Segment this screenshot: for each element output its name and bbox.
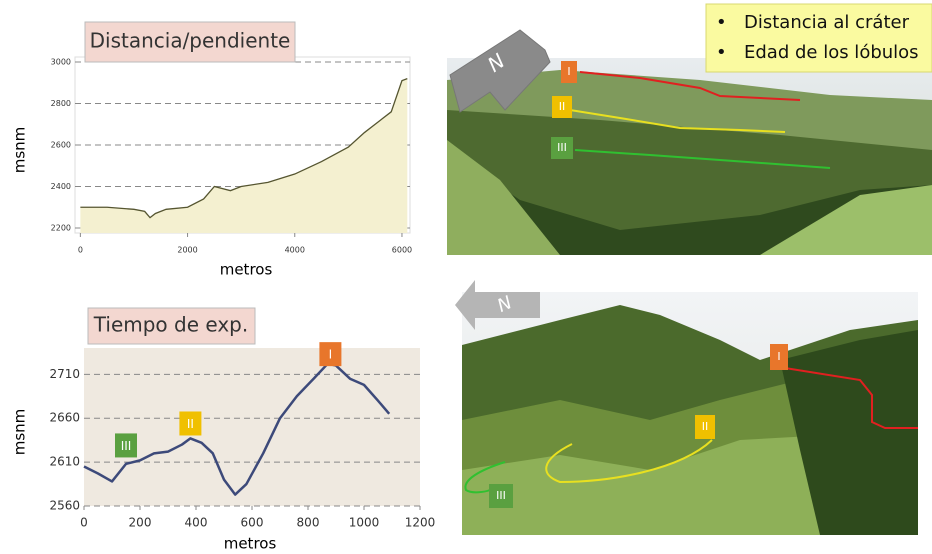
chart: 2560 2610 2660 2710 0 200 400 600 800 1000 1200	[49, 348, 435, 530]
y-axis-label: msnm	[11, 409, 29, 456]
y-axis-label: msnm	[11, 127, 29, 174]
bullet: Distancia al cráter	[744, 12, 910, 33]
x-tick-label: 6000	[392, 246, 412, 255]
x-axis-label: metros	[224, 535, 277, 553]
y-tick-label: 2200	[51, 224, 71, 233]
x-tick-label: 800	[297, 516, 320, 530]
svg-text:•: •	[716, 42, 727, 63]
y-tick-label: 2610	[49, 455, 80, 469]
y-tick-label: 3000	[51, 58, 71, 67]
y-tick-label: 2800	[51, 99, 71, 108]
photo	[462, 292, 918, 535]
x-tick-label: 600	[241, 516, 264, 530]
x-tick-label: 400	[185, 516, 208, 530]
y-tick-label: 2660	[49, 411, 80, 425]
annotation-label: III	[121, 439, 132, 453]
x-tick-label: 1000	[349, 516, 380, 530]
x-tick-label: 2000	[177, 246, 197, 255]
chart-title: Tiempo de exp.	[93, 313, 248, 337]
x-tick-label: 200	[129, 516, 152, 530]
svg-text:•: •	[716, 12, 727, 33]
marker-label: III	[496, 489, 506, 502]
chart-title: Distancia/pendiente	[90, 29, 291, 53]
x-tick-label: 4000	[285, 246, 305, 255]
bullet: Edad de los lóbulos	[744, 42, 919, 63]
marker-label: I	[777, 350, 780, 363]
chart: 2200 2400 2600 2800 3000 0 2000 4000 6000	[51, 57, 412, 255]
marker-label: II	[702, 420, 709, 433]
marker-label: I	[567, 65, 570, 78]
x-tick-label: 1200	[405, 516, 436, 530]
y-tick-label: 2710	[49, 367, 80, 381]
annotation-label: II	[187, 417, 194, 431]
marker-label: II	[559, 100, 566, 113]
plot-area	[84, 348, 420, 506]
annotation-label: I	[329, 348, 333, 362]
y-tick-label: 2600	[51, 141, 71, 150]
x-tick-label: 0	[80, 516, 88, 530]
marker-label: III	[557, 141, 567, 154]
slide: N N I II III I II III •Distancia al crát…	[0, 0, 932, 554]
x-tick-label: 0	[78, 246, 83, 255]
y-tick-label: 2560	[49, 499, 80, 513]
x-axis-label: metros	[220, 261, 273, 279]
y-tick-label: 2400	[51, 182, 71, 191]
